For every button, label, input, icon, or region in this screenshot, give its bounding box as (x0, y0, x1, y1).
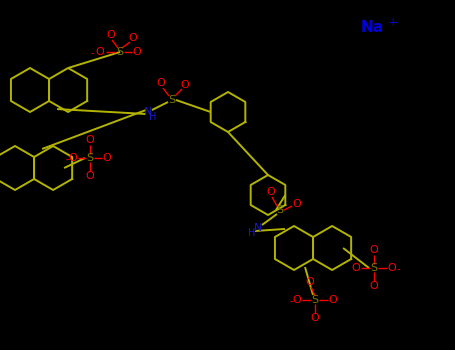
Text: O: O (369, 245, 379, 255)
Text: O: O (132, 47, 142, 57)
Text: O: O (267, 187, 275, 197)
Text: S: S (311, 295, 318, 305)
Text: O: O (388, 263, 396, 273)
Text: N: N (144, 107, 152, 117)
Text: -: - (90, 48, 94, 58)
Text: O: O (96, 47, 104, 57)
Text: O: O (106, 30, 116, 40)
Text: O: O (86, 135, 94, 145)
Text: O: O (103, 153, 111, 163)
Text: O: O (369, 281, 379, 291)
Text: O: O (329, 295, 337, 305)
Text: N: N (254, 223, 262, 233)
Text: O: O (86, 171, 94, 181)
Text: -: - (396, 264, 400, 274)
Text: O: O (293, 295, 301, 305)
Text: S: S (116, 47, 124, 57)
Text: +: + (388, 15, 398, 28)
Text: S: S (277, 205, 283, 215)
Text: Na: Na (360, 21, 384, 35)
Text: -: - (289, 296, 293, 306)
Text: S: S (86, 153, 94, 163)
Text: O: O (306, 277, 314, 287)
Text: O: O (157, 78, 165, 88)
Text: O: O (311, 313, 319, 323)
Text: S: S (370, 263, 378, 273)
Text: S: S (168, 95, 176, 105)
Text: O: O (181, 80, 189, 90)
Text: O: O (352, 263, 360, 273)
Text: O: O (69, 153, 77, 163)
Text: H: H (149, 112, 157, 122)
Text: H: H (248, 228, 256, 238)
Text: O: O (129, 33, 137, 43)
Text: -: - (65, 154, 69, 164)
Text: O: O (293, 199, 301, 209)
